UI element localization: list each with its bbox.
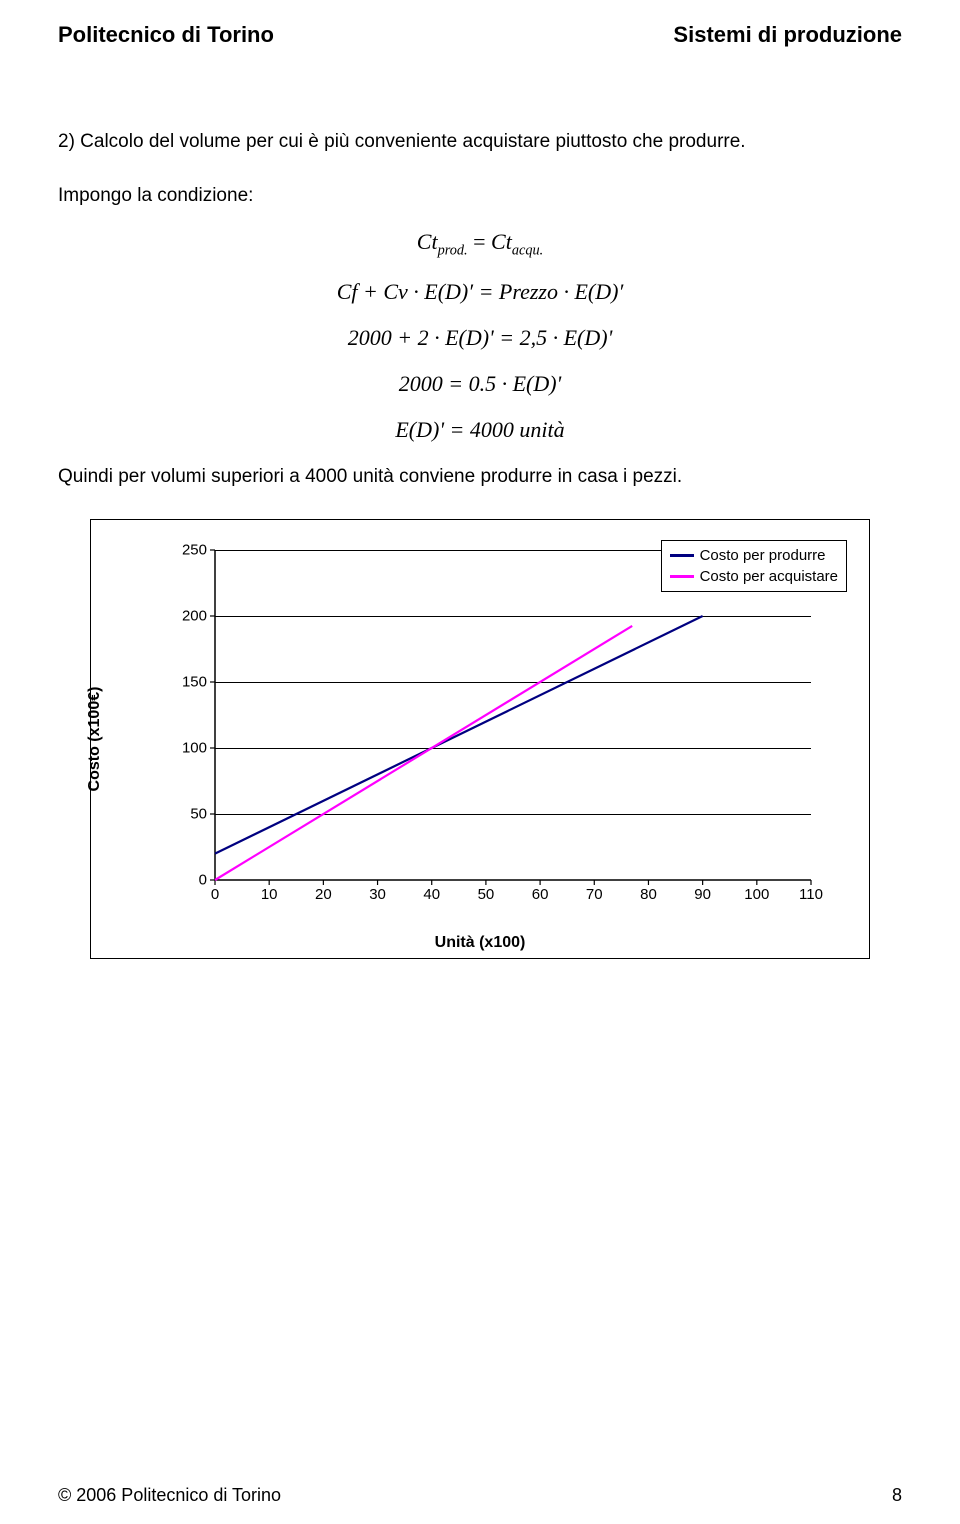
chart-container: Costo (x100€) 05010015020025001020304050… (90, 519, 870, 959)
paragraph-1: 2) Calcolo del volume per cui è più conv… (58, 128, 902, 156)
chart-legend-swatch (670, 575, 694, 578)
equation-4: 2000 = 0.5 · E(D)' (58, 371, 902, 397)
content: 2) Calcolo del volume per cui è più conv… (0, 48, 960, 959)
equation-5: E(D)' = 4000 unità (58, 417, 902, 443)
chart-series-line (215, 626, 632, 880)
chart-legend: Costo per produrre Costo per acquistare (661, 540, 847, 592)
chart-legend-label: Costo per acquistare (700, 568, 838, 585)
chart-svg (215, 550, 811, 880)
footer-right: 8 (892, 1485, 902, 1506)
footer-left: © 2006 Politecnico di Torino (58, 1485, 281, 1506)
chart-legend-item: Costo per produrre (670, 545, 838, 566)
page-header: Politecnico di Torino Sistemi di produzi… (0, 0, 960, 48)
header-right: Sistemi di produzione (673, 22, 902, 48)
eq1-lhs: Ct (417, 229, 438, 254)
chart-plot-area: 0501001502002500102030405060708090100110 (215, 550, 811, 880)
chart-series-line (215, 616, 703, 854)
equation-1: Ctprod. = Ctacqu. (58, 229, 902, 259)
page-footer: © 2006 Politecnico di Torino 8 (58, 1485, 902, 1506)
paragraph-2: Impongo la condizione: (58, 182, 902, 210)
eq1-rhs: Ct (491, 229, 512, 254)
paragraph-3: Quindi per volumi superiori a 4000 unità… (58, 463, 902, 491)
chart-legend-label: Costo per produrre (700, 547, 826, 564)
equation-3: 2000 + 2 · E(D)' = 2,5 · E(D)' (58, 325, 902, 351)
eq1-lhs-sub: prod. (438, 242, 468, 258)
equation-2: Cf + Cv · E(D)′ = Prezzo · E(D)′ (58, 279, 902, 305)
eq1-mid: = (468, 229, 491, 254)
chart-xlabel: Unità (x100) (435, 934, 526, 952)
chart-ylabel: Costo (x100€) (86, 687, 104, 792)
header-left: Politecnico di Torino (58, 22, 274, 48)
chart-legend-item: Costo per acquistare (670, 566, 838, 587)
chart-legend-swatch (670, 554, 694, 557)
eq1-rhs-sub: acqu. (512, 242, 543, 258)
